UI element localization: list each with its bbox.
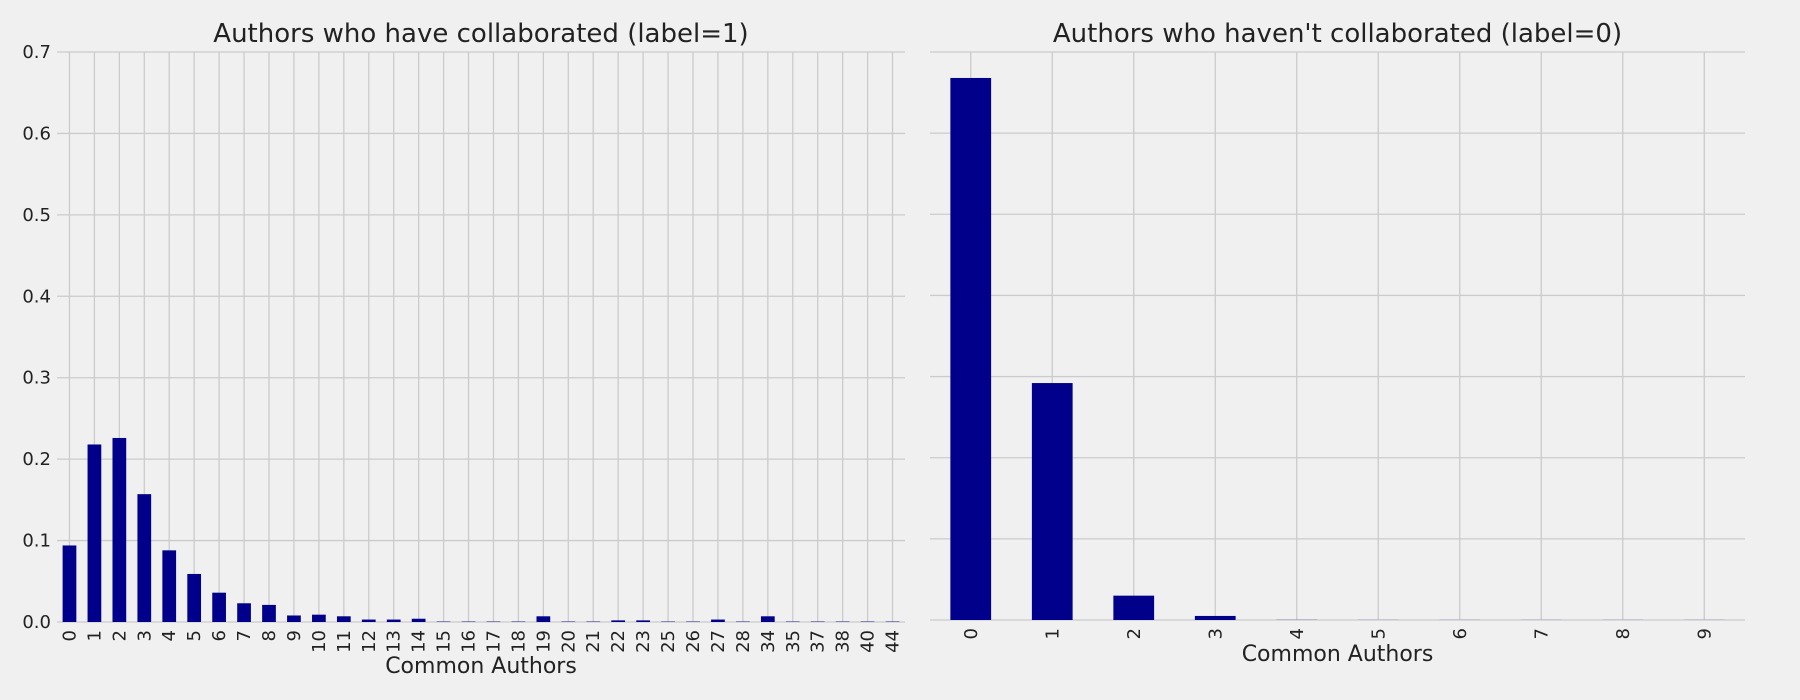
bar-6 bbox=[212, 592, 226, 622]
bar-3 bbox=[1194, 615, 1236, 620]
x-axis-label: Common Authors bbox=[1242, 642, 1434, 667]
y-tick-label: 0.7 bbox=[22, 42, 51, 63]
x-tick-label: 2 bbox=[1124, 628, 1145, 639]
x-tick-label: 4 bbox=[1287, 628, 1308, 639]
y-tick-label: 0.2 bbox=[22, 449, 51, 470]
chart-panel-0: 0.00.10.20.30.40.50.60.70 1 2 3 4 5 6 7 8 9 10 11 12… bbox=[22, 19, 905, 679]
x-tick-label: 5 bbox=[184, 630, 205, 641]
x-tick-label: 28 bbox=[733, 630, 754, 653]
x-tick-label: 7 bbox=[234, 630, 255, 641]
bar-0 bbox=[950, 77, 992, 621]
x-tick-label: 18 bbox=[508, 630, 529, 653]
bar-27 bbox=[711, 619, 725, 622]
x-tick-label: 9 bbox=[284, 630, 305, 641]
bar-1 bbox=[87, 444, 102, 622]
bar-11 bbox=[336, 616, 351, 622]
x-tick-label: 37 bbox=[808, 630, 829, 653]
x-tick-label: 13 bbox=[384, 630, 405, 653]
bar-3 bbox=[137, 494, 152, 622]
x-tick-label: 0 bbox=[961, 628, 982, 639]
bar-7 bbox=[237, 603, 251, 622]
bar-9 bbox=[287, 615, 301, 622]
x-tick-label: 14 bbox=[409, 630, 430, 653]
x-tick-label: 10 bbox=[309, 630, 330, 653]
x-tick-label: 15 bbox=[434, 630, 455, 653]
x-tick-label: 19 bbox=[533, 630, 554, 653]
chart-title: Authors who haven't collaborated (label=… bbox=[1053, 19, 1622, 49]
x-tick-label: 8 bbox=[1613, 628, 1634, 639]
bar-14 bbox=[411, 618, 426, 622]
x-tick-label: 3 bbox=[1205, 628, 1226, 639]
x-tick-label: 40 bbox=[858, 630, 879, 653]
x-tick-label: 16 bbox=[459, 630, 480, 653]
x-tick-label: 27 bbox=[708, 630, 729, 653]
y-tick-label: 0.1 bbox=[22, 531, 51, 552]
x-tick-label: 1 bbox=[1042, 628, 1063, 639]
x-tick-label: 25 bbox=[658, 630, 679, 653]
x-tick-label: 9 bbox=[1694, 628, 1715, 639]
x-tick-label: 34 bbox=[758, 630, 779, 653]
bar-8 bbox=[262, 604, 276, 622]
y-tick-label: 0.6 bbox=[22, 123, 51, 144]
bar-2 bbox=[112, 437, 127, 622]
x-tick-label: 6 bbox=[209, 630, 230, 641]
bar-23 bbox=[636, 620, 650, 622]
chart-title: Authors who have collaborated (label=1) bbox=[213, 19, 748, 49]
x-tick-label: 20 bbox=[558, 630, 579, 653]
x-tick-label: 44 bbox=[883, 630, 904, 653]
x-tick-label: 21 bbox=[583, 630, 604, 653]
x-tick-label: 11 bbox=[334, 630, 355, 653]
bar-1 bbox=[1031, 383, 1073, 620]
x-tick-label: 3 bbox=[134, 630, 155, 641]
bar-0 bbox=[62, 545, 77, 622]
bar-4 bbox=[162, 550, 177, 622]
bar-12 bbox=[361, 619, 376, 622]
x-tick-label: 5 bbox=[1368, 628, 1389, 639]
bar-19 bbox=[536, 616, 551, 622]
x-tick-label: 6 bbox=[1450, 628, 1471, 639]
x-axis-label: Common Authors bbox=[385, 654, 577, 679]
x-tick-label: 12 bbox=[359, 630, 380, 653]
x-tick-label: 8 bbox=[259, 630, 280, 641]
x-tick-label: 2 bbox=[109, 630, 130, 641]
x-tick-label: 1 bbox=[84, 630, 105, 641]
x-tick-label: 7 bbox=[1531, 628, 1552, 639]
x-tick-label: 22 bbox=[608, 630, 629, 653]
x-tick-label: 17 bbox=[483, 630, 504, 653]
bar-5 bbox=[187, 573, 202, 622]
x-tick-label: 38 bbox=[833, 630, 854, 653]
bar-34 bbox=[760, 616, 775, 622]
chart-panel-1: 0 1 2 3 4 5 6 7 8 9 Authors who haven't collaborat… bbox=[930, 19, 1745, 667]
y-tick-label: 0.5 bbox=[22, 205, 51, 226]
y-tick-label: 0.3 bbox=[22, 368, 51, 389]
x-tick-label: 23 bbox=[633, 630, 654, 653]
bar-10 bbox=[312, 614, 326, 622]
x-tick-label: 4 bbox=[159, 630, 180, 641]
y-tick-label: 0.4 bbox=[22, 286, 51, 307]
bar-13 bbox=[386, 619, 401, 622]
x-tick-label: 26 bbox=[683, 630, 704, 653]
y-tick-label: 0.0 bbox=[22, 612, 51, 633]
bar-2 bbox=[1113, 595, 1155, 620]
bar-22 bbox=[611, 620, 626, 622]
x-tick-label: 35 bbox=[783, 630, 804, 653]
x-tick-label: 0 bbox=[59, 630, 80, 641]
